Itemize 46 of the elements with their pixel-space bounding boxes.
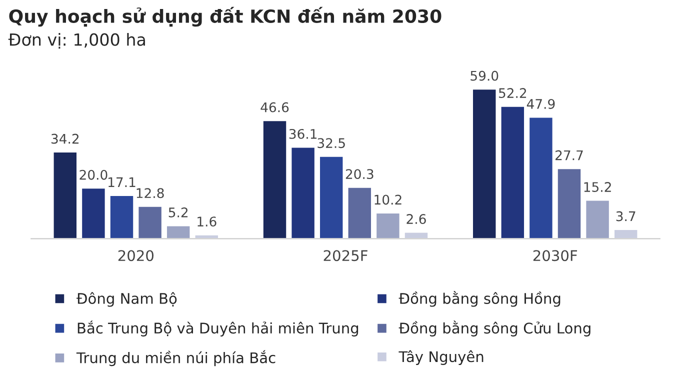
bar <box>80 187 106 239</box>
data-label: 3.7 <box>616 211 636 222</box>
bar <box>290 146 316 239</box>
legend-label: Đồng bằng sông Hồng <box>398 291 560 307</box>
data-label: 1.6 <box>198 216 216 227</box>
data-label: 10.2 <box>374 194 402 205</box>
data-label: 34.2 <box>51 134 79 144</box>
data-label: 17.1 <box>108 177 136 187</box>
bar <box>403 231 429 239</box>
x-tick-label: 2030F <box>533 250 578 262</box>
data-label: 20.0 <box>80 170 108 180</box>
bar <box>528 116 554 239</box>
bar <box>375 212 401 239</box>
bar <box>52 151 78 239</box>
bar <box>556 168 582 239</box>
legend-label: Tây Nguyên <box>398 350 484 366</box>
data-label: 52.2 <box>498 88 526 98</box>
chart-subtitle: Đơn vị: 1,000 ha <box>8 32 145 49</box>
chart-title: Quy hoạch sử dụng đất KCN đến năm 2030 <box>9 6 442 27</box>
data-label: 20.3 <box>346 169 374 180</box>
data-label: 46.6 <box>260 102 289 112</box>
legend-label: Trung du miền núi phía Bắc <box>76 350 276 366</box>
bar <box>137 206 163 239</box>
legend-label: Đông Nam Bộ <box>76 292 177 307</box>
x-tick-label: 2025F <box>324 250 368 262</box>
legend-label: Đồng bằng sông Cửu Long <box>398 320 590 336</box>
data-label: 27.7 <box>556 150 583 160</box>
data-label: 47.9 <box>526 98 555 109</box>
bar <box>613 228 639 239</box>
bar <box>109 194 134 239</box>
data-label: 32.5 <box>318 138 345 148</box>
x-tick-label: 2020 <box>118 250 154 262</box>
data-label: 59.0 <box>470 70 498 81</box>
legend-label: Bắc Trung Bộ và Duyên hải miên Trung <box>78 320 358 336</box>
data-label: 36.1 <box>289 128 317 139</box>
bar <box>584 199 610 239</box>
data-label: 15.2 <box>584 182 611 192</box>
data-label: 2.6 <box>406 214 426 224</box>
bar <box>166 224 192 239</box>
bar <box>318 155 344 239</box>
bar <box>500 105 526 239</box>
bar <box>262 120 288 239</box>
data-label: 5.2 <box>168 207 188 218</box>
bar <box>346 186 372 239</box>
data-label: 12.8 <box>136 188 164 198</box>
bar <box>472 88 498 239</box>
